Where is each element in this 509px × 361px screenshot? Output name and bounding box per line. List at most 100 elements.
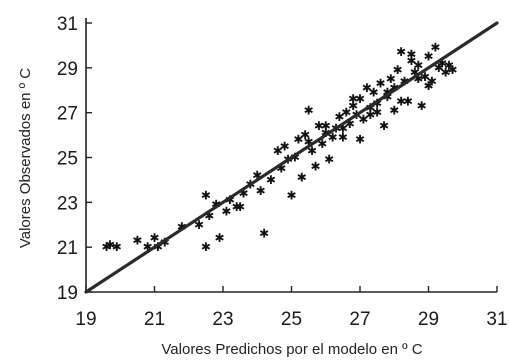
data-point: ✱ (427, 74, 437, 88)
data-point: ✱ (423, 79, 433, 93)
data-point: ✱ (321, 119, 331, 133)
data-point: ✱ (334, 110, 344, 124)
data-point: ✱ (389, 81, 399, 95)
data-point: ✱ (355, 92, 365, 106)
data-point: ✱ (256, 184, 266, 198)
data-point: ✱ (358, 112, 368, 126)
y-tick-label: 29 (57, 59, 78, 80)
data-point: ✱ (365, 101, 375, 115)
data-point: ✱ (201, 189, 211, 203)
data-point: ✱ (211, 198, 221, 212)
y-tick-label: 19 (57, 283, 78, 304)
data-point: ✱ (362, 81, 372, 95)
data-point: ✱ (410, 65, 420, 79)
data-point: ✱ (372, 106, 382, 120)
data-point: ✱ (348, 99, 358, 113)
y-tick-label: 25 (57, 149, 78, 170)
x-tick-label: 23 (212, 309, 233, 330)
data-point: ✱ (304, 103, 314, 117)
data-point: ✱ (112, 240, 122, 254)
data-point: ✱ (286, 189, 296, 203)
data-point: ✱ (423, 50, 433, 64)
data-point: ✱ (413, 59, 423, 73)
data-point: ✱ (221, 204, 231, 218)
data-point: ✱ (252, 168, 262, 182)
x-tick-label: 21 (144, 309, 165, 330)
data-point: ✱ (430, 41, 440, 55)
data-point: ✱ (396, 94, 406, 108)
data-point: ✱ (417, 99, 427, 113)
data-point: ✱ (232, 200, 242, 214)
data-point: ✱ (321, 126, 331, 140)
data-point: ✱ (276, 162, 286, 176)
y-tick-label: 23 (57, 193, 78, 214)
data-point: ✱ (444, 59, 454, 73)
data-point: ✱ (153, 240, 163, 254)
data-point: ✱ (304, 135, 314, 149)
data-point: ✱ (310, 159, 320, 173)
data-point: ✱ (393, 63, 403, 77)
data-point: ✱ (355, 133, 365, 147)
data-point: ✱ (420, 70, 430, 84)
data-point: ✱ (399, 74, 409, 88)
data-point: ✱ (406, 47, 416, 61)
x-tick-label: 25 (281, 309, 302, 330)
data-point: ✱ (300, 128, 310, 142)
data-point: ✱ (441, 65, 451, 79)
data-point: ✱ (348, 92, 358, 106)
data-point: ✱ (177, 220, 187, 234)
data-point: ✱ (372, 97, 382, 111)
data-point: ✱ (328, 130, 338, 144)
x-tick-label: 29 (418, 309, 439, 330)
data-point: ✱ (406, 54, 416, 68)
data-point: ✱ (102, 240, 112, 254)
x-tick-label: 31 (486, 309, 507, 330)
data-point: ✱ (376, 77, 386, 91)
data-point: ✱ (280, 139, 290, 153)
reference-line (84, 21, 499, 294)
data-point: ✱ (194, 218, 204, 232)
data-point: ✱ (382, 90, 392, 104)
data-point: ✱ (386, 72, 396, 86)
data-point: ✱ (225, 193, 235, 207)
x-axis-ticks: 19 21 23 25 27 29 31 (75, 286, 508, 330)
x-axis-title: Valores Predichos por el modelo en º C (161, 341, 422, 358)
y-tick-label: 31 (57, 14, 78, 35)
data-point: ✱ (259, 227, 269, 241)
data-point: ✱ (235, 200, 245, 214)
data-point: ✱ (143, 240, 153, 254)
data-point: ✱ (379, 119, 389, 133)
data-point: ✱ (324, 153, 334, 167)
data-point: ✱ (290, 151, 300, 165)
data-point: ✱ (239, 186, 249, 200)
data-point: ✱ (132, 233, 142, 247)
x-tick-label: 19 (75, 309, 96, 330)
data-point: ✱ (338, 130, 348, 144)
data-point: ✱ (437, 56, 447, 70)
y-tick-label: 27 (57, 104, 78, 125)
data-point: ✱ (365, 108, 375, 122)
data-point: ✱ (149, 231, 159, 245)
data-point: ✱ (314, 119, 324, 133)
data-point: ✱ (403, 94, 413, 108)
data-point: ✱ (369, 85, 379, 99)
data-point: ✱ (389, 103, 399, 117)
y-tick-label: 21 (57, 238, 78, 259)
data-point: ✱ (215, 231, 225, 245)
data-point: ✱ (413, 72, 423, 86)
data-points: ✱✱✱ ✱ ✱✱✱✱✱ ✱✱✱✱✱✱✱✱✱✱✱✱✱✱✱✱✱✱✱✱✱✱✱✱✱✱✱✱✱✱✱… (102, 41, 458, 255)
data-point: ✱ (293, 133, 303, 147)
data-point: ✱ (434, 61, 444, 75)
data-point: ✱ (160, 236, 170, 250)
data-point: ✱ (382, 85, 392, 99)
y-axis-title: Valores Observados en º C (17, 68, 34, 248)
data-point: ✱ (338, 121, 348, 135)
data-point: ✱ (345, 117, 355, 131)
data-point: ✱ (317, 137, 327, 151)
data-point: ✱ (341, 106, 351, 120)
data-point: ✱ (266, 173, 276, 187)
data-point: ✱ (204, 209, 214, 223)
data-point: ✱ (273, 144, 283, 158)
x-tick-label: 27 (349, 309, 370, 330)
